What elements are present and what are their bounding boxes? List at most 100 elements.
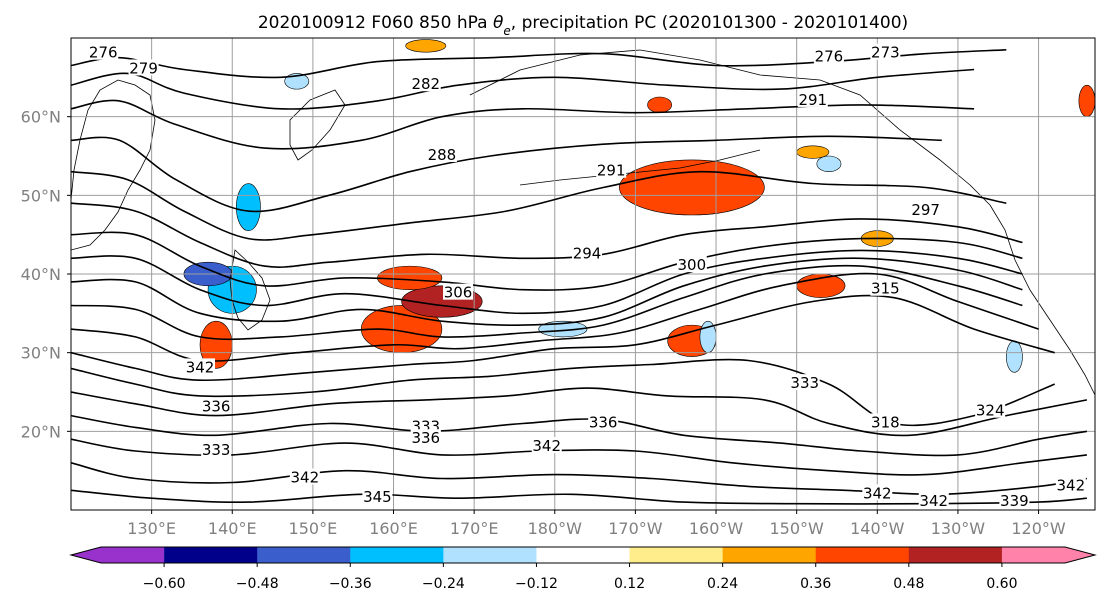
chart-title: 2020100912 F060 850 hPa θe, precipitatio… — [258, 13, 908, 38]
contour-label-15: 333 — [202, 441, 231, 459]
contour-303 — [71, 257, 1023, 327]
y-axis-ticks: 20°N 30°N 40°N 50°N 60°N — [21, 108, 71, 441]
y-tick-2: 40°N — [21, 265, 61, 284]
colorbar: −0.60 −0.48 −0.36 −0.24 −0.12 0.12 0.24 0.36 0.4… — [69, 546, 1097, 592]
precip-patch-14 — [235, 183, 261, 232]
x-tick-7: 160°W — [689, 519, 744, 538]
coastline-asia — [71, 79, 156, 251]
contour-label-bg-0 — [88, 43, 119, 60]
contour-288 — [71, 135, 942, 213]
contour-label-bg-6 — [426, 146, 457, 162]
colorbar-tick-4: −0.12 — [515, 576, 558, 592]
precip-patch-8 — [405, 39, 447, 53]
contour-label-20: 333 — [790, 374, 819, 392]
contour-label-bg-26 — [918, 492, 949, 509]
contour-276 — [71, 49, 1007, 79]
contour-label-11: 300 — [678, 256, 707, 274]
contour-294 — [71, 202, 1023, 268]
coastline-japan — [229, 249, 271, 331]
contour-label-bg-21 — [870, 413, 901, 430]
map-plot-area: 276 279 282 276 273 291 288 291 297 294 306 300 315 3… — [70, 37, 1096, 511]
contour-label-14: 336 — [202, 398, 231, 416]
colorbar-segment-5 — [536, 547, 631, 563]
x-tick-9: 140°W — [850, 519, 905, 538]
coastline-kamchatka — [289, 89, 346, 161]
contour-label-bg-28 — [1055, 476, 1086, 493]
contour-label-bg-8 — [910, 201, 941, 218]
colorbar-segment-6 — [629, 547, 724, 563]
contour-label-bg-4 — [870, 43, 901, 60]
precip-patch-9 — [647, 96, 672, 114]
colorbar-segment-1 — [164, 547, 258, 563]
contour-label-23: 342 — [291, 469, 320, 487]
contour-315 — [71, 294, 1055, 382]
contour-label-bg-14 — [201, 397, 232, 414]
contour-label-bg-24 — [362, 488, 393, 505]
contour-label-bg-18 — [531, 437, 562, 454]
colorbar-tick-7: 0.36 — [800, 576, 831, 592]
contour-324 — [71, 387, 1088, 437]
colorbar-under-extension — [71, 547, 165, 563]
contour-label-bg-22 — [975, 401, 1006, 418]
contour-label-10: 306 — [444, 284, 473, 302]
contour-label-8: 297 — [911, 201, 940, 219]
colorbar-segment-9 — [908, 547, 1003, 563]
contour-306 — [71, 264, 1023, 341]
colorbar-over-extension — [1001, 547, 1095, 563]
x-axis-ticks: 130°E 140°E 150°E 160°E 170°E 180°W 170°W 160°W… — [127, 510, 1066, 538]
contour-label-bg-2 — [410, 75, 441, 92]
contour-label-28: 342 — [1056, 476, 1085, 494]
colorbar-tick-9: 0.60 — [986, 576, 1017, 592]
colorbar-tick-5: 0.12 — [614, 576, 645, 592]
colorbar-tick-1: −0.48 — [236, 576, 279, 592]
contour-label-bg-10 — [443, 283, 474, 300]
colorbar-segment-3 — [350, 547, 444, 563]
contour-label-3: 276 — [815, 48, 844, 66]
contour-279 — [71, 68, 975, 110]
x-tick-11: 120°W — [1011, 519, 1066, 538]
contour-label-bg-5 — [797, 90, 828, 107]
colorbar-segment-2 — [257, 547, 351, 563]
x-tick-10: 130°W — [931, 519, 986, 538]
colorbar-segment-7 — [722, 547, 817, 563]
precip-patch-15 — [284, 73, 310, 90]
colorbar-tick-2: −0.36 — [329, 576, 372, 592]
contour-label-bg-23 — [289, 468, 320, 485]
contour-label-bg-25 — [862, 484, 893, 501]
colorbar-segment-8 — [815, 547, 910, 563]
precip-patch-18 — [816, 155, 842, 173]
coastlines — [71, 49, 1095, 396]
x-tick-3: 160°E — [369, 519, 418, 538]
contour-297 — [71, 231, 1023, 291]
precip-patch-16 — [538, 320, 588, 338]
contour-label-bg-20 — [789, 374, 820, 391]
theta-e-contours — [71, 49, 1088, 505]
precip-patch-4 — [618, 159, 765, 216]
contour-label-bg-15 — [201, 441, 232, 457]
contour-label-21: 318 — [871, 413, 900, 431]
contour-label-6: 288 — [428, 146, 457, 164]
precip-patch-11 — [1078, 84, 1095, 117]
y-tick-1: 30°N — [21, 344, 61, 363]
precip-patch-19 — [1006, 340, 1023, 373]
contour-label-bg-13 — [185, 358, 216, 375]
contour-label-bg-1 — [128, 59, 159, 76]
colorbar-outline — [69, 546, 1097, 564]
x-tick-8: 150°W — [769, 519, 824, 538]
x-tick-5: 180°W — [528, 519, 583, 538]
contour-label-bg-11 — [676, 256, 707, 273]
x-tick-1: 140°E — [208, 519, 257, 538]
contour-label-bg-7 — [596, 161, 627, 178]
contour-label-26: 342 — [919, 492, 948, 510]
colorbar-tick-8: 0.48 — [893, 576, 924, 592]
coastline-north-america — [989, 204, 1095, 396]
contour-label-9: 294 — [573, 244, 602, 262]
colorbar-tick-6: 0.24 — [707, 576, 738, 592]
contour-label-18: 342 — [532, 437, 561, 455]
colorbar-tick-3: −0.24 — [422, 576, 465, 592]
contour-label-4: 273 — [871, 44, 900, 62]
contour-label-7: 291 — [597, 162, 626, 180]
contour-label-22: 324 — [976, 402, 1005, 420]
x-tick-4: 170°E — [450, 519, 499, 538]
